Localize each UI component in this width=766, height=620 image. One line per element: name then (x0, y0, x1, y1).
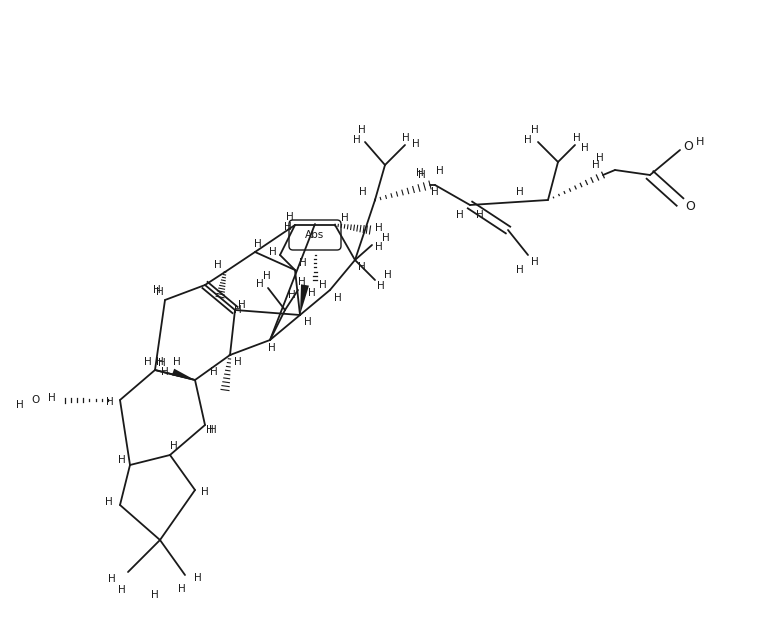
Text: H: H (238, 300, 246, 310)
Text: H: H (308, 288, 316, 298)
Text: H: H (431, 187, 439, 197)
Text: H: H (153, 285, 161, 295)
Text: O: O (685, 200, 695, 213)
Text: H: H (105, 497, 113, 507)
Text: H: H (156, 287, 164, 297)
Text: H: H (151, 590, 159, 600)
Text: H: H (341, 213, 349, 223)
Text: H: H (268, 343, 276, 353)
Text: H: H (254, 239, 262, 249)
Text: H: H (596, 153, 604, 163)
Text: H: H (269, 247, 277, 257)
Text: H: H (416, 168, 424, 178)
Text: H: H (592, 160, 600, 170)
Text: H: H (300, 258, 307, 268)
Text: H: H (531, 257, 538, 267)
Text: H: H (304, 317, 312, 327)
Text: Abs: Abs (306, 230, 325, 240)
Text: H: H (288, 290, 296, 300)
Text: H: H (375, 223, 383, 233)
Text: H: H (412, 139, 420, 149)
Text: H: H (358, 125, 366, 135)
Text: H: H (284, 222, 292, 232)
Text: H: H (118, 585, 126, 595)
Text: H: H (178, 584, 186, 594)
Text: H: H (524, 135, 532, 145)
Text: H: H (353, 135, 361, 145)
Text: H: H (206, 425, 214, 435)
Text: H: H (234, 357, 242, 367)
Text: H: H (573, 133, 581, 143)
Text: H: H (256, 279, 264, 289)
Text: H: H (108, 574, 116, 584)
Text: H: H (264, 271, 271, 281)
Text: H: H (384, 270, 392, 280)
Text: O: O (683, 141, 693, 154)
Text: H: H (16, 400, 24, 410)
Text: H: H (118, 455, 126, 465)
FancyBboxPatch shape (289, 220, 341, 250)
Text: H: H (418, 170, 426, 180)
Text: H: H (375, 242, 383, 252)
Text: H: H (531, 125, 538, 135)
Text: H: H (201, 487, 209, 497)
Text: H: H (158, 358, 166, 368)
Text: H: H (334, 293, 342, 303)
Text: H: H (156, 357, 164, 367)
Polygon shape (300, 285, 309, 315)
Text: H: H (209, 425, 217, 435)
Text: H: H (161, 367, 169, 377)
Text: H: H (170, 441, 178, 451)
Text: H: H (516, 265, 524, 275)
Text: H: H (436, 166, 444, 176)
Text: H: H (298, 277, 306, 287)
Text: H: H (173, 357, 181, 367)
Text: H: H (234, 305, 242, 315)
Text: H: H (210, 367, 218, 377)
Text: H: H (516, 187, 524, 197)
Text: H: H (319, 280, 327, 290)
Text: H: H (382, 233, 390, 243)
Polygon shape (172, 369, 195, 380)
Text: H: H (286, 212, 294, 222)
Text: H: H (48, 393, 56, 403)
Text: O: O (31, 395, 39, 405)
Text: H: H (402, 133, 410, 143)
Text: H: H (359, 187, 367, 197)
Text: H: H (377, 281, 385, 291)
Text: H: H (214, 260, 222, 270)
Text: H: H (456, 210, 464, 220)
Text: H: H (476, 210, 484, 220)
Text: H: H (144, 357, 152, 367)
Text: H: H (358, 262, 366, 272)
Text: H: H (106, 397, 114, 407)
Text: H: H (194, 573, 202, 583)
Text: H: H (696, 137, 704, 147)
Text: H: H (581, 143, 589, 153)
